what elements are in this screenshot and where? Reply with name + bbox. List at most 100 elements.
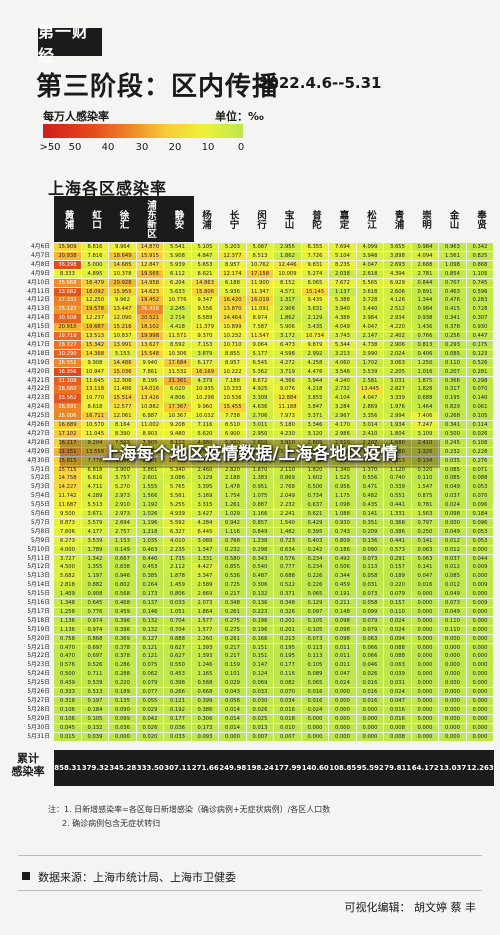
heatmap-cell: 0.576 <box>54 661 81 670</box>
heatmap-cell: 5.633 <box>164 287 191 296</box>
heatmap-cell: 0.000 <box>466 572 494 581</box>
heatmap-cell: 16.019 <box>246 296 274 305</box>
total-cell: 79.811 <box>384 764 412 772</box>
heatmap-cell: 7.503 <box>109 438 136 448</box>
editors-credit: 可视化编辑： 胡文婷 蔡 丰 <box>344 901 477 914</box>
heatmap-cell: 26.456 <box>136 305 164 314</box>
heatmap-cell: 0.217 <box>219 590 246 599</box>
heatmap-cell: 5.939 <box>164 260 191 270</box>
heatmap-cell: 0.195 <box>274 652 301 661</box>
heatmap-cell: 0.011 <box>329 652 356 661</box>
heatmap-cell: 5.765 <box>164 483 191 492</box>
brand-logo: 第一财经 <box>38 22 102 65</box>
heatmap-cell: 0.033 <box>164 599 191 608</box>
heatmap-cell: 12.446 <box>274 260 301 270</box>
heatmap-cell: 9.940 <box>136 358 164 368</box>
heatmap-cell: 1.864 <box>191 607 219 617</box>
heatmap-cell: 0.166 <box>246 634 274 643</box>
heatmap-cell: 0.201 <box>274 616 301 626</box>
heatmap-cell: 2.973 <box>109 492 136 501</box>
heatmap-cell: 10.536 <box>219 394 246 403</box>
heatmap-cell: 36.956 <box>54 367 81 376</box>
heatmap-cell: 0.065 <box>301 679 329 688</box>
heatmap-cell: 36.298 <box>54 260 81 270</box>
heatmap-cell: 2.110 <box>329 447 356 457</box>
heatmap-cell: 0.031 <box>384 679 411 688</box>
heatmap-cell: 8.957 <box>219 358 246 368</box>
heatmap-cell: 4.047 <box>356 323 384 332</box>
district-header: 崇明 <box>420 209 431 229</box>
heatmap-cell: 0.000 <box>466 607 494 617</box>
heatmap-cell: 0.468 <box>109 599 136 608</box>
heatmap-cell: 0.819 <box>274 456 301 465</box>
heatmap-cell: 0.132 <box>136 625 164 635</box>
heatmap-cell: 4.240 <box>329 376 356 385</box>
total-cell: 858.31 <box>54 764 82 772</box>
heatmap-cell: 9.879 <box>301 340 329 350</box>
heatmap-cell: 0.049 <box>439 527 466 537</box>
district-header: 长宁 <box>227 209 239 229</box>
heatmap-cell: 0.743 <box>329 527 356 537</box>
heatmap-cell: 0.088 <box>384 643 411 652</box>
heatmap-cell: 15.455 <box>219 403 246 412</box>
heatmap-cell: 3.719 <box>274 367 301 376</box>
district-header: 黄浦 <box>62 209 74 229</box>
heatmap-cell: 0.016 <box>356 679 384 688</box>
heatmap-cell: 2.606 <box>384 287 411 296</box>
heatmap-cell: 9.964 <box>109 243 136 252</box>
heatmap-cell: 14.227 <box>54 483 81 492</box>
heatmap-cell: 0.079 <box>356 616 384 626</box>
heatmap-cell: 27.333 <box>54 296 81 305</box>
heatmap-cell: 1.136 <box>54 625 81 635</box>
heatmap-cell: 2.714 <box>164 314 191 323</box>
heatmap-cell: 4.738 <box>356 340 384 350</box>
heatmap-cell: 0.082 <box>274 679 301 688</box>
heatmap-cell: 16.117 <box>54 438 81 448</box>
heatmap-cell: 10.882 <box>136 403 164 412</box>
heatmap-cell: 0.857 <box>246 518 274 528</box>
heatmap-cell: 2.038 <box>329 269 356 279</box>
heatmap-cell: 11.645 <box>81 376 109 385</box>
total-cell: 333.50 <box>136 764 164 772</box>
heatmap-cell: 0.522 <box>274 581 301 590</box>
heatmap-cell: 0.000 <box>356 732 384 741</box>
date-label: 5月17日 <box>27 608 50 615</box>
heatmap-cell: 0.066 <box>356 643 384 652</box>
heatmap-cell: 0.097 <box>301 607 329 617</box>
heatmap-cell: 3.309 <box>246 394 274 403</box>
heatmap-cell: 0.012 <box>439 545 466 554</box>
heatmap-cell: 1.789 <box>81 545 109 554</box>
heatmap-cell: 0.688 <box>411 394 439 403</box>
heatmap-cell: 0.000 <box>439 696 466 706</box>
heatmap-cell: 0.000 <box>411 625 439 635</box>
heatmap-cell: 1.258 <box>54 607 81 617</box>
heatmap-cell: 0.317 <box>439 385 466 394</box>
heatmap-cell: 15.915 <box>136 251 164 261</box>
heatmap-cell: 0.348 <box>219 599 246 608</box>
total-cell: 13.037 <box>439 764 467 772</box>
heatmap-cell: 0.891 <box>411 287 439 296</box>
heatmap-cell: 0.123 <box>466 349 494 359</box>
date-label: 5月9日 <box>31 537 50 544</box>
heatmap-cell: 8.333 <box>54 269 81 279</box>
heatmap-cell: 1.218 <box>136 527 164 537</box>
heatmap-cell: 1.602 <box>301 474 329 483</box>
heatmap-cell: 1.340 <box>329 465 356 474</box>
heatmap-cell: 0.189 <box>109 688 136 697</box>
heatmap-cell: 0.136 <box>356 536 384 546</box>
heatmap-cell: 15.806 <box>191 287 219 296</box>
heatmap-cell: 0.223 <box>246 607 274 617</box>
heatmap-cell: 0.942 <box>219 518 246 528</box>
heatmap-cell: 0.011 <box>329 661 356 670</box>
heatmap-cell: 0.036 <box>109 723 136 732</box>
heatmap-cell: 0.026 <box>466 429 494 439</box>
heatmap-cell: 0.079 <box>356 625 384 635</box>
date-label: 4月7日 <box>31 252 50 259</box>
heatmap-cell: 0.492 <box>329 554 356 563</box>
heatmap-cell: 12.377 <box>219 251 246 261</box>
heatmap-cell: 0.963 <box>439 243 466 252</box>
heatmap-cell: 1.976 <box>384 403 411 412</box>
heatmap-cell: 0.453 <box>136 563 164 572</box>
heatmap-cell: 0.000 <box>439 714 466 724</box>
heatmap-cell: 0.688 <box>274 572 301 581</box>
